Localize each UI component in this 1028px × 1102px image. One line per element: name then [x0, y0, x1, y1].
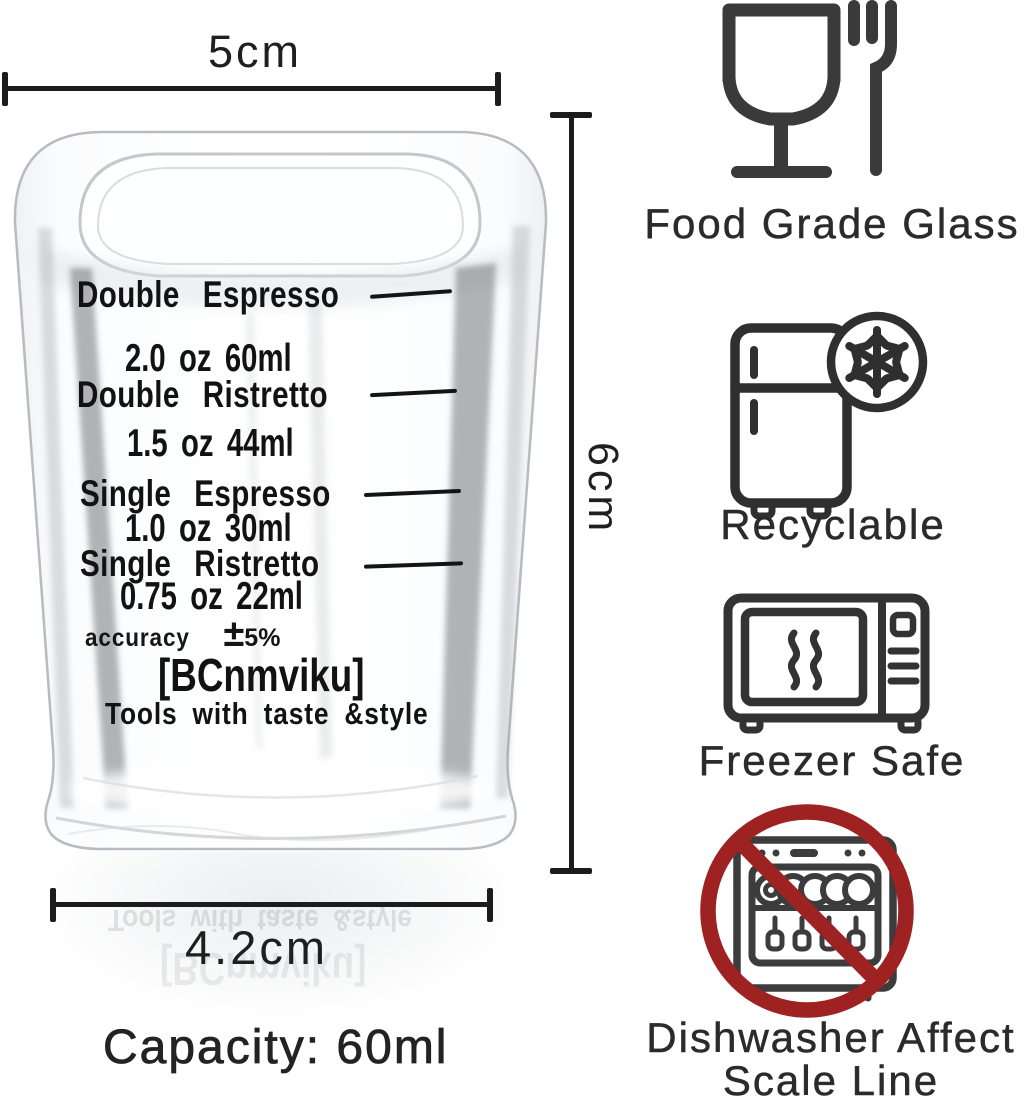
accuracy-label: accuracy	[85, 624, 190, 652]
top-width-label: 5cm	[208, 26, 303, 77]
accuracy-note: accuracy ±5%	[85, 615, 280, 653]
no-dishwasher-icon	[700, 804, 914, 1018]
feature-label-dishwasher-line1: Dishwasher Affect	[646, 1014, 1016, 1061]
dimension-end-cap	[550, 868, 592, 874]
feature-label-recyclable: Recyclable	[720, 501, 946, 548]
feature-label-freezer-safe: Freezer Safe	[698, 737, 966, 784]
dimension-end-cap	[487, 888, 493, 922]
height-dimension-line	[569, 116, 574, 873]
microwave-icon	[723, 593, 930, 734]
brand-tagline: Tools with taste &style	[105, 696, 429, 731]
scale-row-amount: 2.0 oz 60ml	[125, 337, 292, 380]
scale-row-name: Double Espresso	[77, 274, 340, 315]
scale-row-amount: 1.5 oz 44ml	[127, 422, 294, 465]
scale-row-amount: 1.0 oz 30ml	[125, 507, 292, 550]
glass-reflection	[30, 852, 530, 1022]
feature-label-dishwasher-line2: Scale Line	[722, 1057, 940, 1102]
height-label: 6cm	[579, 442, 627, 536]
dimension-end-cap	[50, 888, 56, 922]
feature-label-food-grade-glass: Food Grade Glass	[644, 200, 1020, 247]
capacity-label: Capacity: 60ml	[103, 1021, 449, 1075]
scale-row-name: Single Espresso	[80, 473, 331, 514]
dimension-end-cap	[2, 72, 8, 106]
dimension-end-cap	[495, 72, 501, 106]
top-width-dimension-line	[4, 86, 501, 91]
scale-row-name: Double Ristretto	[77, 374, 329, 415]
refrigerator-freezer-icon	[730, 311, 928, 520]
food-contact-safe-icon	[722, 0, 897, 178]
bottom-width-label: 4.2cm	[185, 921, 328, 974]
shot-glass: Double Espresso 2.0 oz 60ml Double Ristr…	[8, 118, 553, 868]
prohibition-slash	[700, 804, 914, 1018]
shot-glass-art	[13, 130, 548, 851]
bottom-width-dimension-line	[53, 902, 490, 907]
scale-row-name: Single Ristretto	[80, 543, 320, 584]
dimension-end-cap	[550, 112, 592, 118]
scale-row-amount: 0.75 oz 22ml	[120, 575, 303, 618]
accuracy-value: ±5%	[223, 613, 281, 655]
brand-name: [BCnmviku]	[158, 649, 365, 701]
